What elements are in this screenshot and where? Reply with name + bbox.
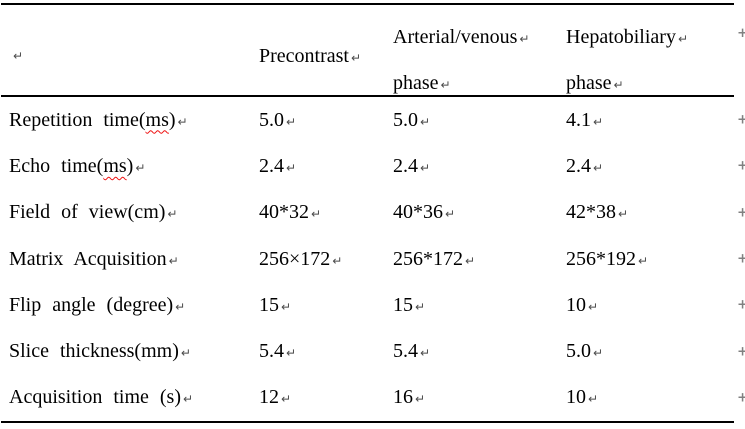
end-of-row-mark-icon: + xyxy=(737,344,745,360)
paragraph-mark-icon: ↵ xyxy=(135,160,146,175)
column-header-label: Arterial/venous xyxy=(393,26,518,48)
paragraph-mark-icon: ↵ xyxy=(420,346,431,361)
paragraph-mark-icon: ↵ xyxy=(519,32,530,46)
paragraph-mark-icon: ↵ xyxy=(415,299,426,314)
cell-value: 5.0 xyxy=(259,108,284,131)
cell-value: 2.4 xyxy=(566,154,591,177)
row-label: Field of view(cm) xyxy=(9,201,166,224)
paragraph-mark-icon: ↵ xyxy=(638,253,649,268)
paragraph-mark-icon: ↵ xyxy=(167,207,178,222)
row-label: Acquisition time (s) xyxy=(9,386,181,409)
end-of-row-mark-icon: + xyxy=(737,251,745,267)
cell-value: 40*36 xyxy=(393,201,443,224)
paragraph-mark-icon: ↵ xyxy=(286,160,297,175)
cell-value: 12 xyxy=(259,386,279,409)
end-of-row-mark-icon: + xyxy=(737,205,745,221)
paragraph-mark-icon: ↵ xyxy=(588,392,599,407)
parameters-table: ↵ Precontrast ↵ Arterial/venous ↵ phase ↵ H… xyxy=(1,3,745,424)
cell-value: 256*192 xyxy=(566,247,636,270)
paragraph-mark-icon: ↵ xyxy=(465,253,476,268)
paragraph-mark-icon: ↵ xyxy=(593,114,604,129)
header-cell-arterial-venous-phase: Arterial/venous ↵ phase ↵ xyxy=(385,5,558,107)
row-label: Slice thickness(mm) xyxy=(9,340,179,363)
table-row-repetition-time: Repetition time(ms) ↵ 5.0 ↵ 5.0 ↵ 4.1 ↵ + xyxy=(1,97,745,143)
column-header-label: phase xyxy=(566,72,612,94)
paragraph-mark-icon: ↵ xyxy=(286,114,297,129)
header-cell-precontrast: Precontrast ↵ xyxy=(251,5,385,107)
paragraph-mark-icon: ↵ xyxy=(350,50,362,65)
paragraph-mark-icon: ↵ xyxy=(593,160,604,175)
cell-value: 5.0 xyxy=(566,340,591,363)
end-of-row-mark-icon: + xyxy=(737,26,745,41)
paragraph-mark-icon: ↵ xyxy=(593,346,604,361)
cell-value: 4.1 xyxy=(566,108,591,131)
cell-value: 10 xyxy=(566,386,586,409)
column-header-label: Hepatobiliary xyxy=(566,26,676,48)
cell-value: 15 xyxy=(393,293,413,316)
row-label: Flip angle (degree) xyxy=(9,293,174,316)
paragraph-mark-icon: ↵ xyxy=(182,392,194,407)
spellcheck-underline: ms xyxy=(103,154,127,177)
table-row-echo-time: Echo time(ms) ↵ 2.4 ↵ 2.4 ↵ 2.4 ↵ + xyxy=(1,143,745,189)
cell-value: 15 xyxy=(259,293,279,316)
paragraph-mark-icon: ↵ xyxy=(180,346,191,361)
cell-value: 256×172 xyxy=(259,247,331,270)
paragraph-mark-icon: ↵ xyxy=(588,299,599,314)
end-of-row-mark-icon: + xyxy=(737,390,745,406)
paragraph-mark-icon: ↵ xyxy=(177,114,188,129)
row-label: Matrix Acquisition xyxy=(9,247,167,270)
paragraph-mark-icon: ↵ xyxy=(13,49,24,63)
cell-value: 40*32 xyxy=(259,201,309,224)
cell-value: 5.4 xyxy=(393,340,418,363)
end-of-row-mark-icon: + xyxy=(737,112,745,128)
cell-value: 2.4 xyxy=(393,154,418,177)
spellcheck-underline: ms xyxy=(145,108,169,131)
table-row-slice-thickness: Slice thickness(mm) ↵ 5.4 ↵ 5.4 ↵ 5.0 ↵ + xyxy=(1,328,745,374)
cell-value: 5.4 xyxy=(259,340,284,363)
cell-value: 10 xyxy=(566,293,586,316)
end-of-row-mark-icon: + xyxy=(737,297,745,313)
paragraph-mark-icon: ↵ xyxy=(677,32,689,46)
paragraph-mark-icon: ↵ xyxy=(420,114,431,129)
paragraph-mark-icon: ↵ xyxy=(311,207,322,222)
table-row-flip-angle: Flip angle (degree) ↵ 15 ↵ 15 ↵ 10 ↵ + xyxy=(1,282,745,328)
paragraph-mark-icon: ↵ xyxy=(175,299,186,314)
table-body: Repetition time(ms) ↵ 5.0 ↵ 5.0 ↵ 4.1 ↵ + Ec… xyxy=(1,97,745,421)
paragraph-mark-icon: ↵ xyxy=(281,392,292,407)
paragraph-mark-icon: ↵ xyxy=(286,346,297,361)
paragraph-mark-icon: ↵ xyxy=(281,299,292,314)
cell-value: 16 xyxy=(393,386,413,409)
column-header-label: Precontrast xyxy=(259,44,349,67)
paragraph-mark-icon: ↵ xyxy=(613,78,624,92)
row-label: Echo time(ms) xyxy=(9,154,134,177)
table-row-acquisition-time: Acquisition time (s) ↵ 12 ↵ 16 ↵ 10 ↵ + xyxy=(1,375,745,421)
paragraph-mark-icon: ↵ xyxy=(332,253,343,268)
table-row-field-of-view: Field of view(cm) ↵ 40*32 ↵ 40*36 ↵ 42*38 ↵ … xyxy=(1,190,745,236)
paragraph-mark-icon: ↵ xyxy=(618,207,629,222)
cell-value: 42*38 xyxy=(566,201,616,224)
paragraph-mark-icon: ↵ xyxy=(445,207,456,222)
cell-value: 5.0 xyxy=(393,108,418,131)
paragraph-mark-icon: ↵ xyxy=(420,160,431,175)
paragraph-mark-icon: ↵ xyxy=(415,392,426,407)
table-row-matrix-acquisition: Matrix Acquisition ↵ 256×172 ↵ 256*172 ↵ 25… xyxy=(1,236,745,282)
column-header-label: phase xyxy=(393,72,439,94)
header-cell-empty: ↵ xyxy=(1,5,251,107)
header-cell-hepatobiliary-phase: Hepatobiliary ↵ phase ↵ xyxy=(558,5,734,107)
end-of-row-mark-icon: + xyxy=(737,158,745,174)
paragraph-mark-icon: ↵ xyxy=(168,253,179,268)
cell-value: 2.4 xyxy=(259,154,284,177)
cell-value: 256*172 xyxy=(393,247,463,270)
paragraph-mark-icon: ↵ xyxy=(440,78,451,92)
table-header-row: ↵ Precontrast ↵ Arterial/venous ↵ phase ↵ H… xyxy=(1,5,745,97)
row-label: Repetition time(ms) xyxy=(9,108,176,131)
